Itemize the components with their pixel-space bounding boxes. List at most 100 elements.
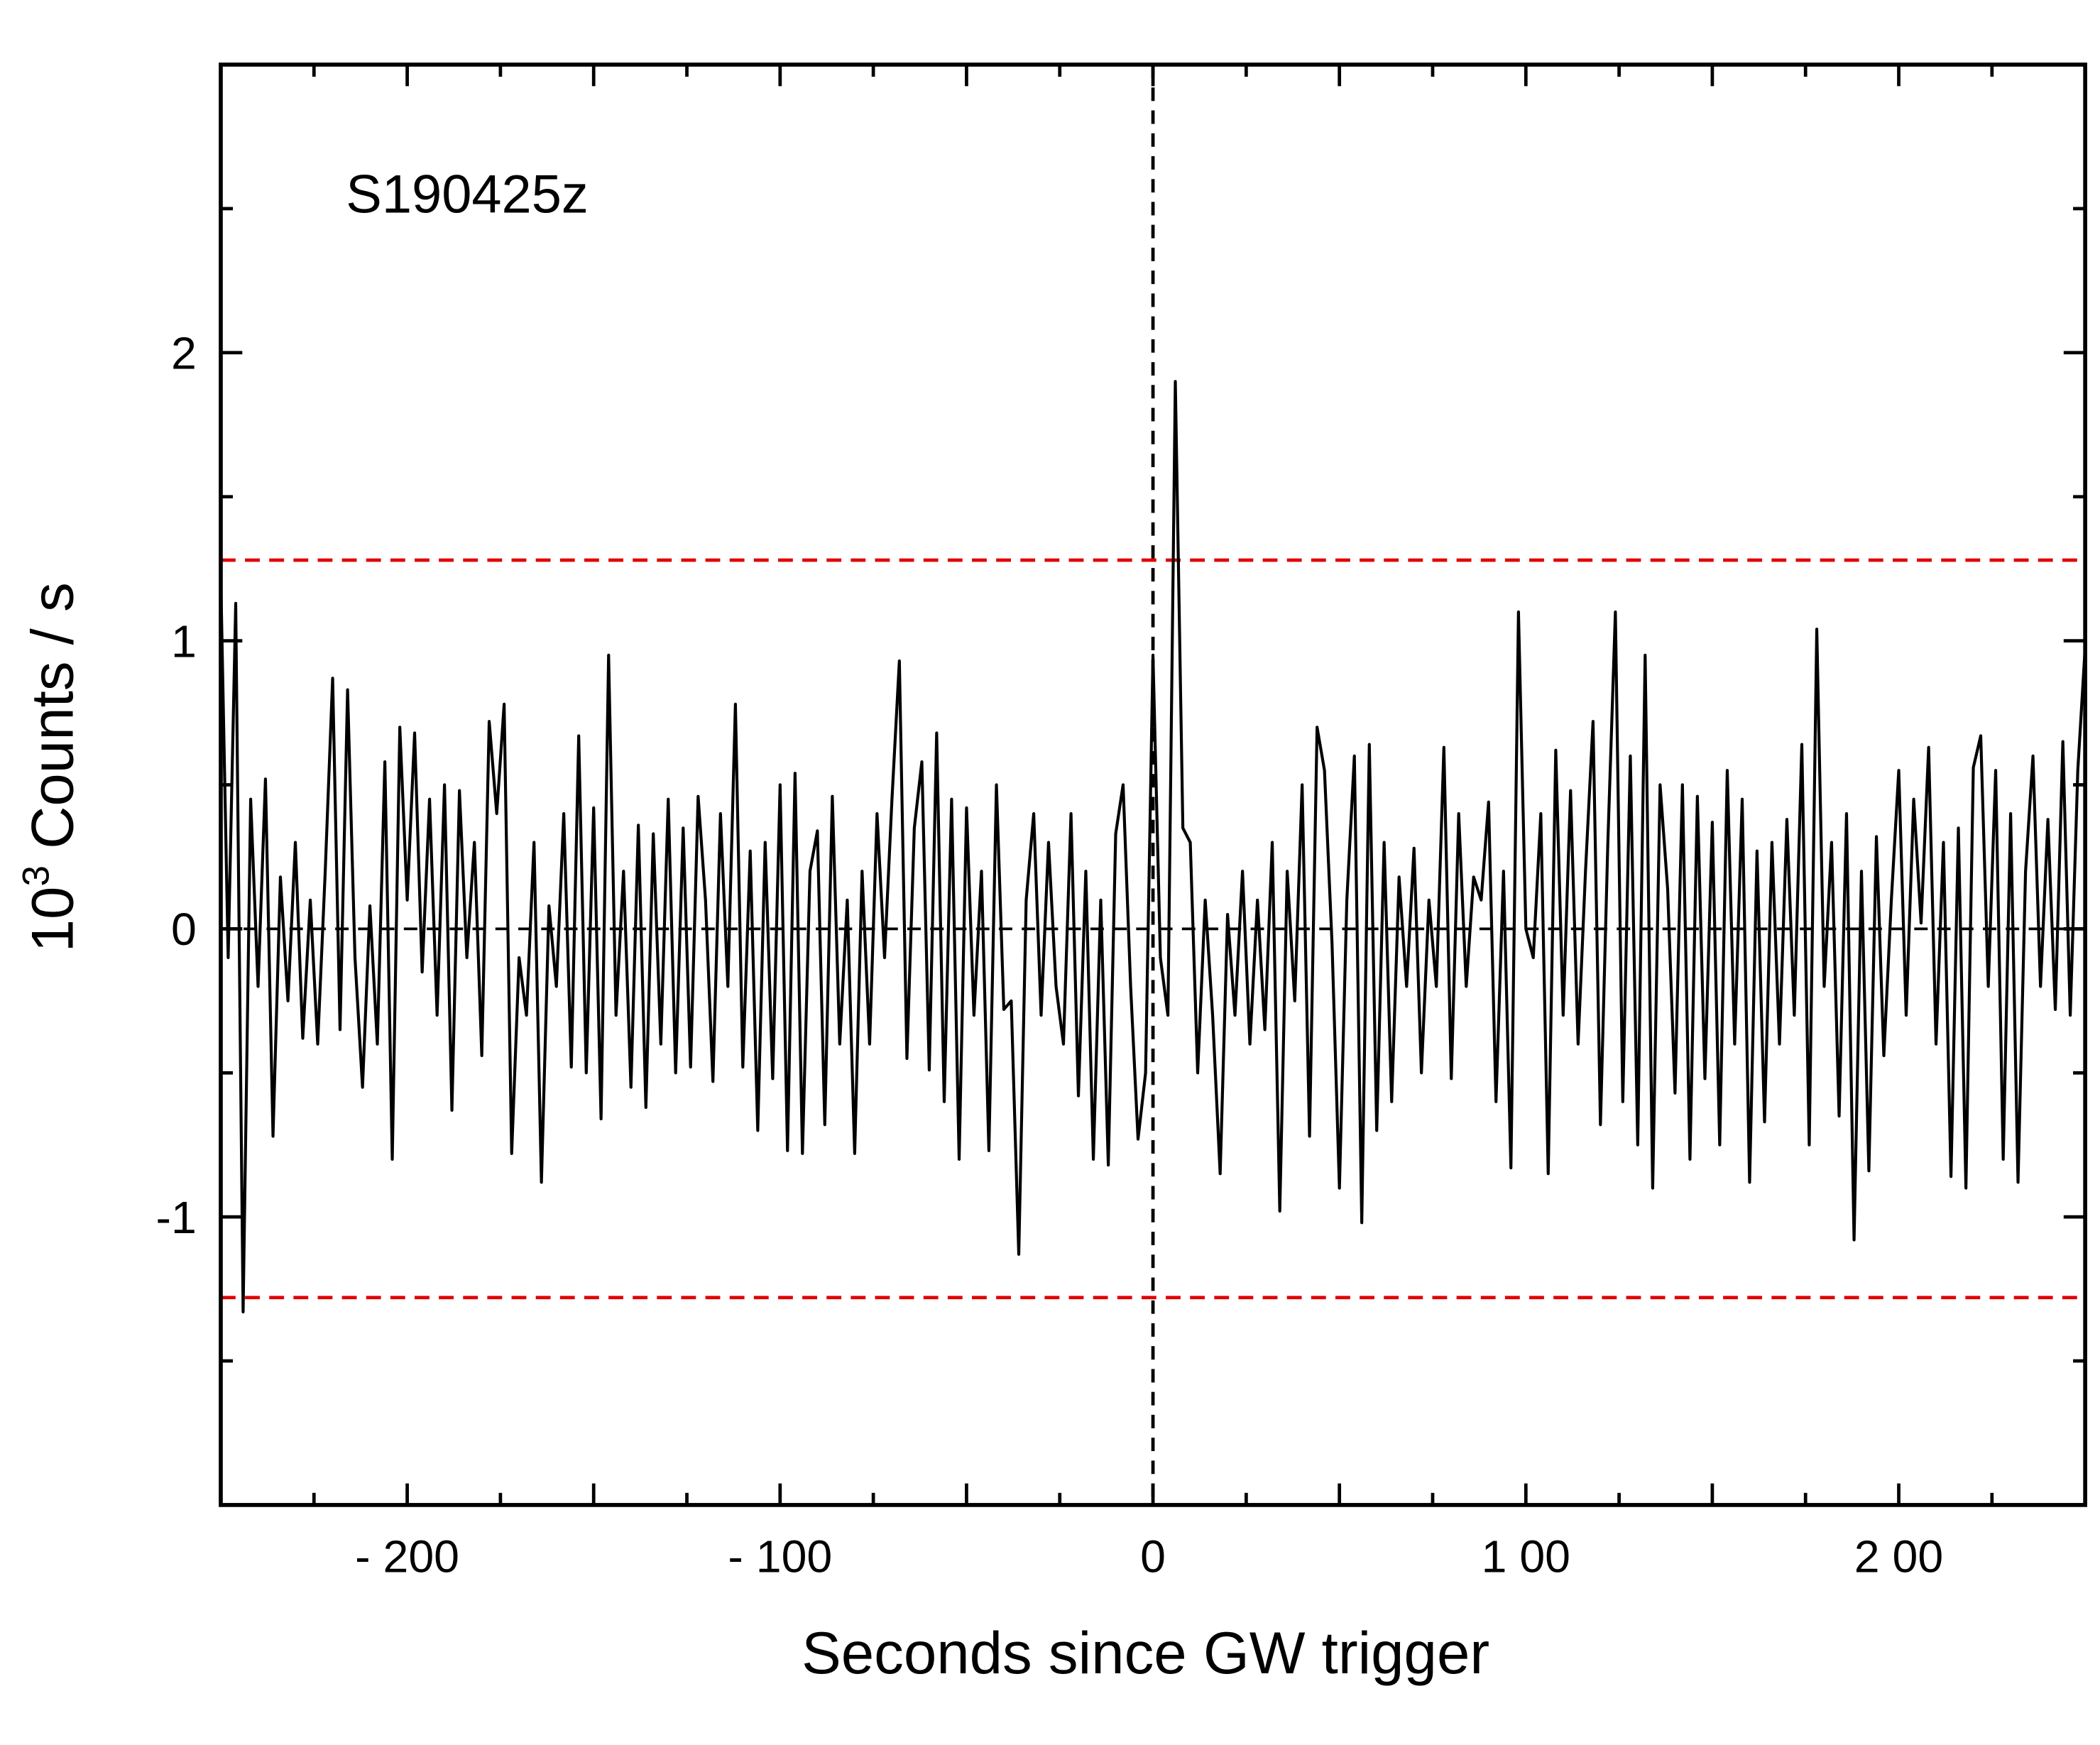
- data-point: [481, 1054, 483, 1057]
- data-point: [256, 985, 260, 988]
- data-point: [1345, 899, 1348, 902]
- data-point: [600, 1117, 603, 1120]
- data-point: [1122, 783, 1125, 786]
- data-point: [1062, 1043, 1065, 1046]
- data-point: [1092, 1158, 1095, 1161]
- data-point: [1867, 1169, 1871, 1172]
- data-point: [488, 720, 491, 723]
- data-point: [226, 956, 229, 959]
- data-point: [2062, 740, 2065, 743]
- data-point: [607, 654, 610, 657]
- data-point: [2024, 870, 2027, 872]
- data-point: [592, 806, 595, 809]
- data-point: [1733, 1043, 1736, 1046]
- data-point: [652, 832, 655, 835]
- data-point: [391, 1158, 394, 1161]
- data-point: [361, 1086, 364, 1089]
- data-point: [451, 1109, 454, 1112]
- data-point: [249, 798, 252, 801]
- data-point: [309, 899, 312, 902]
- data-point: [1084, 870, 1088, 872]
- data-point: [473, 841, 476, 844]
- data-point: [1987, 985, 1990, 988]
- data-point: [562, 812, 565, 815]
- data-point: [1054, 985, 1058, 988]
- data-point: [726, 985, 729, 988]
- data-point: [346, 689, 349, 691]
- data-point: [913, 826, 916, 829]
- data-point: [1107, 1164, 1110, 1166]
- data-point: [1920, 921, 1923, 924]
- data-point: [1032, 812, 1035, 815]
- data-point: [421, 970, 424, 973]
- data-point: [2017, 1181, 2020, 1183]
- data-point: [324, 870, 327, 872]
- data-point: [383, 760, 386, 763]
- data-point: [1703, 1077, 1706, 1080]
- data-point: [1279, 1210, 1281, 1213]
- data-point: [1524, 927, 1527, 930]
- data-point: [696, 795, 699, 798]
- data-point: [935, 731, 938, 734]
- y-tick-label: 1: [171, 616, 197, 667]
- data-point: [2002, 1158, 2005, 1161]
- data-point: [1487, 801, 1490, 804]
- data-point: [1166, 1014, 1169, 1017]
- data-point: [1435, 985, 1438, 988]
- data-point: [1480, 899, 1482, 902]
- data-point: [920, 760, 923, 763]
- data-point: [973, 1014, 975, 1017]
- data-point: [1024, 899, 1027, 902]
- data-point: [1174, 380, 1177, 383]
- data-point: [1569, 789, 1572, 792]
- data-point: [496, 812, 498, 815]
- data-point: [1204, 899, 1207, 902]
- data-point: [1822, 985, 1825, 988]
- data-point: [332, 677, 334, 679]
- data-point: [1599, 1123, 1602, 1126]
- data-point: [1256, 899, 1259, 902]
- data-point: [749, 850, 752, 853]
- data-point: [719, 812, 722, 815]
- data-point: [711, 1080, 714, 1083]
- data-point: [756, 1129, 759, 1132]
- data-point: [1428, 899, 1431, 902]
- data-point: [2069, 1014, 2072, 1017]
- data-point: [1913, 798, 1915, 801]
- data-point: [1458, 812, 1460, 815]
- data-point: [1592, 720, 1595, 723]
- data-point: [980, 870, 983, 872]
- data-point: [1234, 1014, 1237, 1017]
- data-point: [1994, 769, 1997, 772]
- data-point: [264, 777, 267, 780]
- data-point: [1935, 1043, 1937, 1046]
- data-point: [1898, 769, 1901, 772]
- data-point: [1137, 1138, 1139, 1141]
- data-point: [816, 829, 819, 832]
- data-point: [1159, 956, 1162, 959]
- data-point: [809, 870, 811, 872]
- data-point: [1793, 1014, 1795, 1017]
- data-point: [1249, 1043, 1252, 1046]
- data-point: [794, 772, 797, 775]
- data-point: [883, 956, 886, 959]
- data-point: [1368, 743, 1371, 746]
- data-point: [1226, 913, 1229, 916]
- data-point: [1144, 1071, 1147, 1074]
- plot-frame: [219, 62, 2087, 1507]
- data-point: [1100, 899, 1103, 902]
- data-point: [443, 783, 446, 786]
- data-point: [428, 798, 431, 801]
- data-point: [1390, 1100, 1393, 1103]
- data-point: [286, 1000, 290, 1002]
- data-point: [1017, 1253, 1020, 1256]
- data-point: [1494, 1100, 1497, 1103]
- y-tick-label: -1: [156, 1192, 197, 1243]
- data-point: [354, 956, 356, 959]
- data-point: [1413, 847, 1416, 850]
- data-point: [294, 841, 297, 844]
- data-point: [801, 1152, 804, 1155]
- data-point: [466, 956, 469, 959]
- data-point: [1629, 755, 1631, 757]
